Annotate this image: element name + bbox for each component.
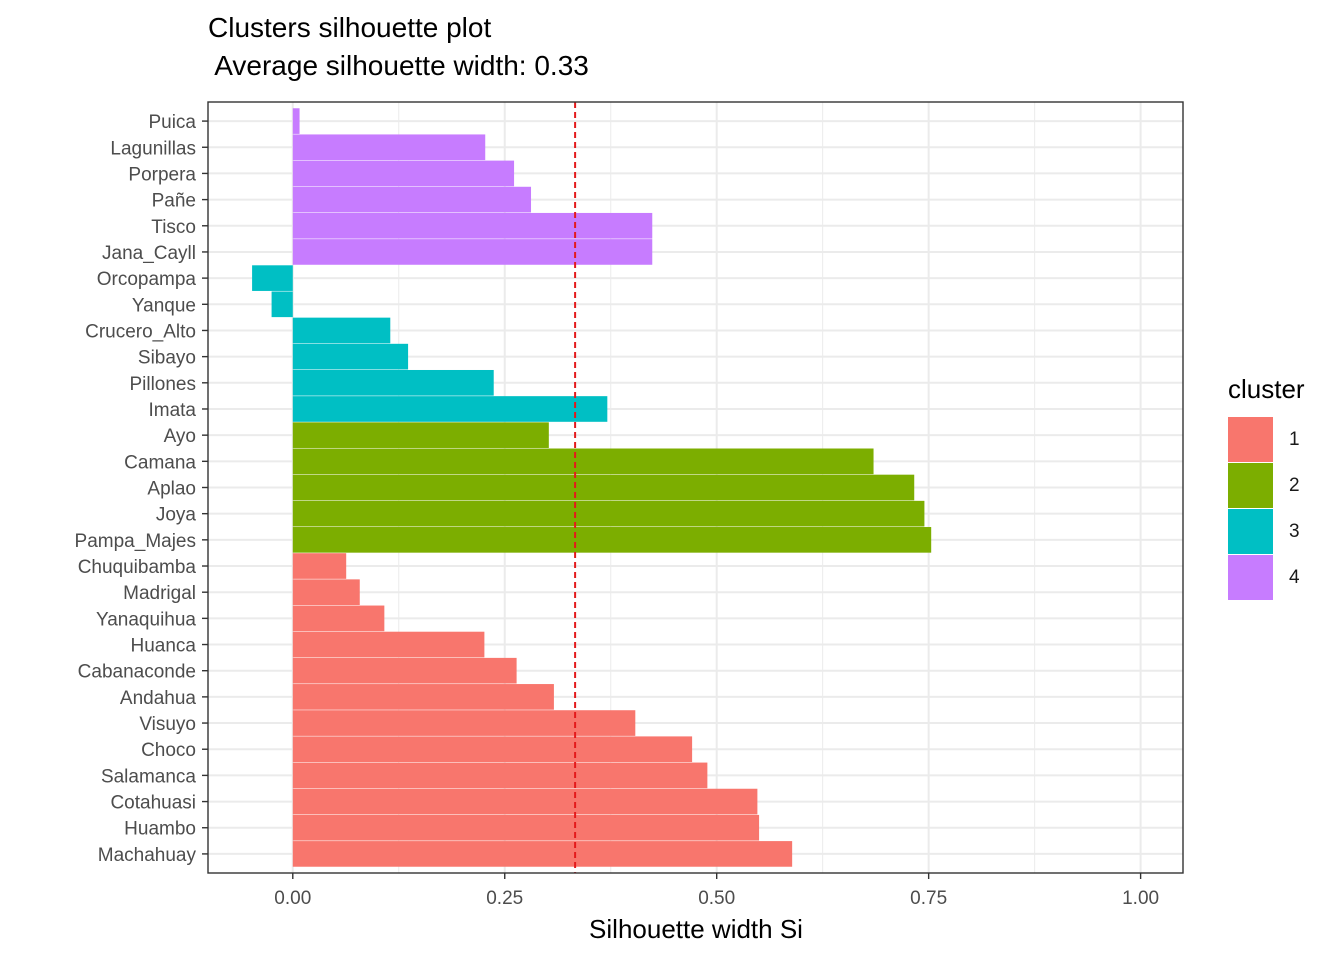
chart-subtitle: Average silhouette width: 0.33 [208, 50, 589, 81]
x-tick-label: 0.25 [486, 888, 523, 909]
bar-cotahuasi [292, 788, 758, 815]
y-tick-label: Porpera [128, 164, 196, 185]
y-tick-label: Yanaquihua [96, 609, 196, 630]
bars-layer [252, 108, 932, 867]
y-tick-label: Madrigal [123, 583, 196, 604]
bar-chuquibamba [292, 553, 347, 579]
bar-orcopampa [252, 265, 293, 291]
bar-yanque [271, 291, 293, 318]
x-tick-label: 0.75 [910, 888, 947, 909]
y-tick-label: Crucero_Alto [85, 321, 196, 342]
bar-huambo [292, 814, 760, 841]
chart-title: Clusters silhouette plot [208, 12, 492, 43]
bar-camana [292, 448, 874, 475]
bar-huanca [292, 631, 485, 658]
y-tick-label: Pañe [152, 191, 196, 212]
bar-andahua [292, 684, 554, 710]
bar-crucero_alto [292, 317, 391, 344]
legend-layer [1228, 417, 1273, 600]
y-tick-label: Yanque [132, 295, 196, 316]
bar-ayo [292, 422, 549, 448]
legend-label-4: 4 [1289, 567, 1300, 588]
y-tick-label: Lagunillas [110, 138, 196, 159]
y-tick-label: Pillones [129, 374, 196, 395]
bar-jana_cayll [292, 239, 653, 265]
x-tick-label: 0.50 [698, 888, 735, 909]
bar-yanaquihua [292, 605, 385, 632]
y-tick-label: Tisco [151, 217, 196, 238]
bar-puica [292, 108, 300, 134]
y-tick-label: Choco [141, 740, 196, 761]
y-tick-label: Imata [148, 400, 196, 421]
y-tick-label: Andahua [120, 688, 197, 709]
legend-key-2 [1228, 463, 1273, 508]
bar-joya [292, 500, 925, 527]
x-axis-title: Silhouette width Si [589, 914, 803, 944]
bar-sibayo [292, 343, 409, 370]
y-tick-label: Huambo [124, 819, 196, 840]
bar-pillones [292, 369, 494, 396]
y-tick-label: Salamanca [101, 766, 196, 787]
y-tick-label: Ayo [164, 426, 196, 447]
y-tick-label: Sibayo [138, 348, 196, 369]
y-tick-label: Cabanaconde [78, 662, 196, 683]
y-tick-label: Puica [148, 112, 196, 133]
bar-pañe [292, 186, 532, 213]
y-tick-label: Camana [124, 452, 196, 473]
legend-label-3: 3 [1289, 521, 1300, 542]
bar-pampa_majes [292, 527, 932, 553]
bar-tisco [292, 212, 653, 239]
legend-title: cluster [1228, 374, 1305, 404]
y-tick-label: Visuyo [139, 714, 196, 735]
bar-porpera [292, 160, 515, 187]
legend-label-1: 1 [1289, 429, 1300, 450]
bar-machahuay [292, 841, 793, 867]
bar-aplao [292, 474, 915, 501]
axis-layer: Puica Lagunillas Porpera Pañe Tisco Jana_Cayl… [75, 112, 1160, 909]
legend-key-1 [1228, 417, 1273, 462]
y-tick-label: Pampa_Majes [75, 531, 196, 552]
bar-imata [292, 396, 608, 422]
y-tick-label: Orcopampa [97, 269, 197, 290]
y-tick-label: Huanca [131, 636, 197, 657]
y-tick-label: Machahuay [98, 845, 197, 866]
y-tick-label: Cotahuasi [110, 793, 196, 814]
legend-key-4 [1228, 555, 1273, 600]
bar-cabanaconde [292, 657, 517, 684]
y-tick-label: Chuquibamba [78, 557, 197, 578]
x-tick-label: 1.00 [1122, 888, 1159, 909]
bar-visuyo [292, 710, 636, 736]
x-tick-label: 0.00 [274, 888, 311, 909]
bar-salamanca [292, 762, 708, 789]
y-tick-label: Joya [156, 505, 197, 526]
legend-label-2: 2 [1289, 475, 1300, 496]
y-tick-label: Aplao [147, 479, 196, 500]
y-tick-label: Jana_Cayll [102, 243, 196, 264]
bar-lagunillas [292, 134, 486, 161]
bar-madrigal [292, 579, 360, 606]
bar-choco [292, 736, 693, 763]
legend-key-3 [1228, 509, 1273, 554]
